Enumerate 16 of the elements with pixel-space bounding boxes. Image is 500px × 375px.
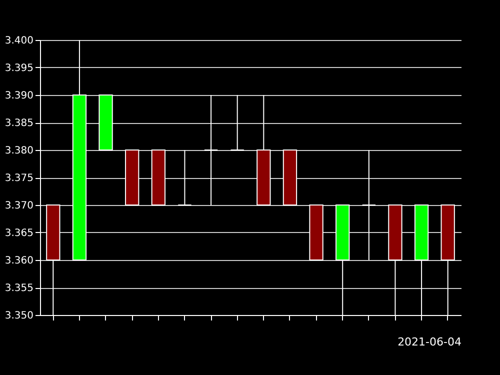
y-tick-label: 3.375 xyxy=(4,173,34,184)
y-tick-label: 3.360 xyxy=(4,256,34,266)
y-tick-label: 3.385 xyxy=(4,118,34,129)
candlestick xyxy=(362,150,376,260)
y-tick-label: 3.355 xyxy=(4,283,34,294)
y-tick-label: 3.400 xyxy=(4,36,34,46)
candlestick xyxy=(178,150,192,206)
y-tick-label: 3.380 xyxy=(4,146,34,156)
y-tick-label: 3.365 xyxy=(4,228,34,239)
candlestick xyxy=(204,94,218,206)
y-tick-label: 3.370 xyxy=(4,200,34,212)
y-tick-label: 3.390 xyxy=(4,90,34,102)
text: 2021-06-04 xyxy=(398,336,462,348)
y-tick-label: 3.395 xyxy=(4,63,34,74)
y-tick-label: 3.350 xyxy=(4,310,34,322)
candlestick xyxy=(230,94,244,150)
